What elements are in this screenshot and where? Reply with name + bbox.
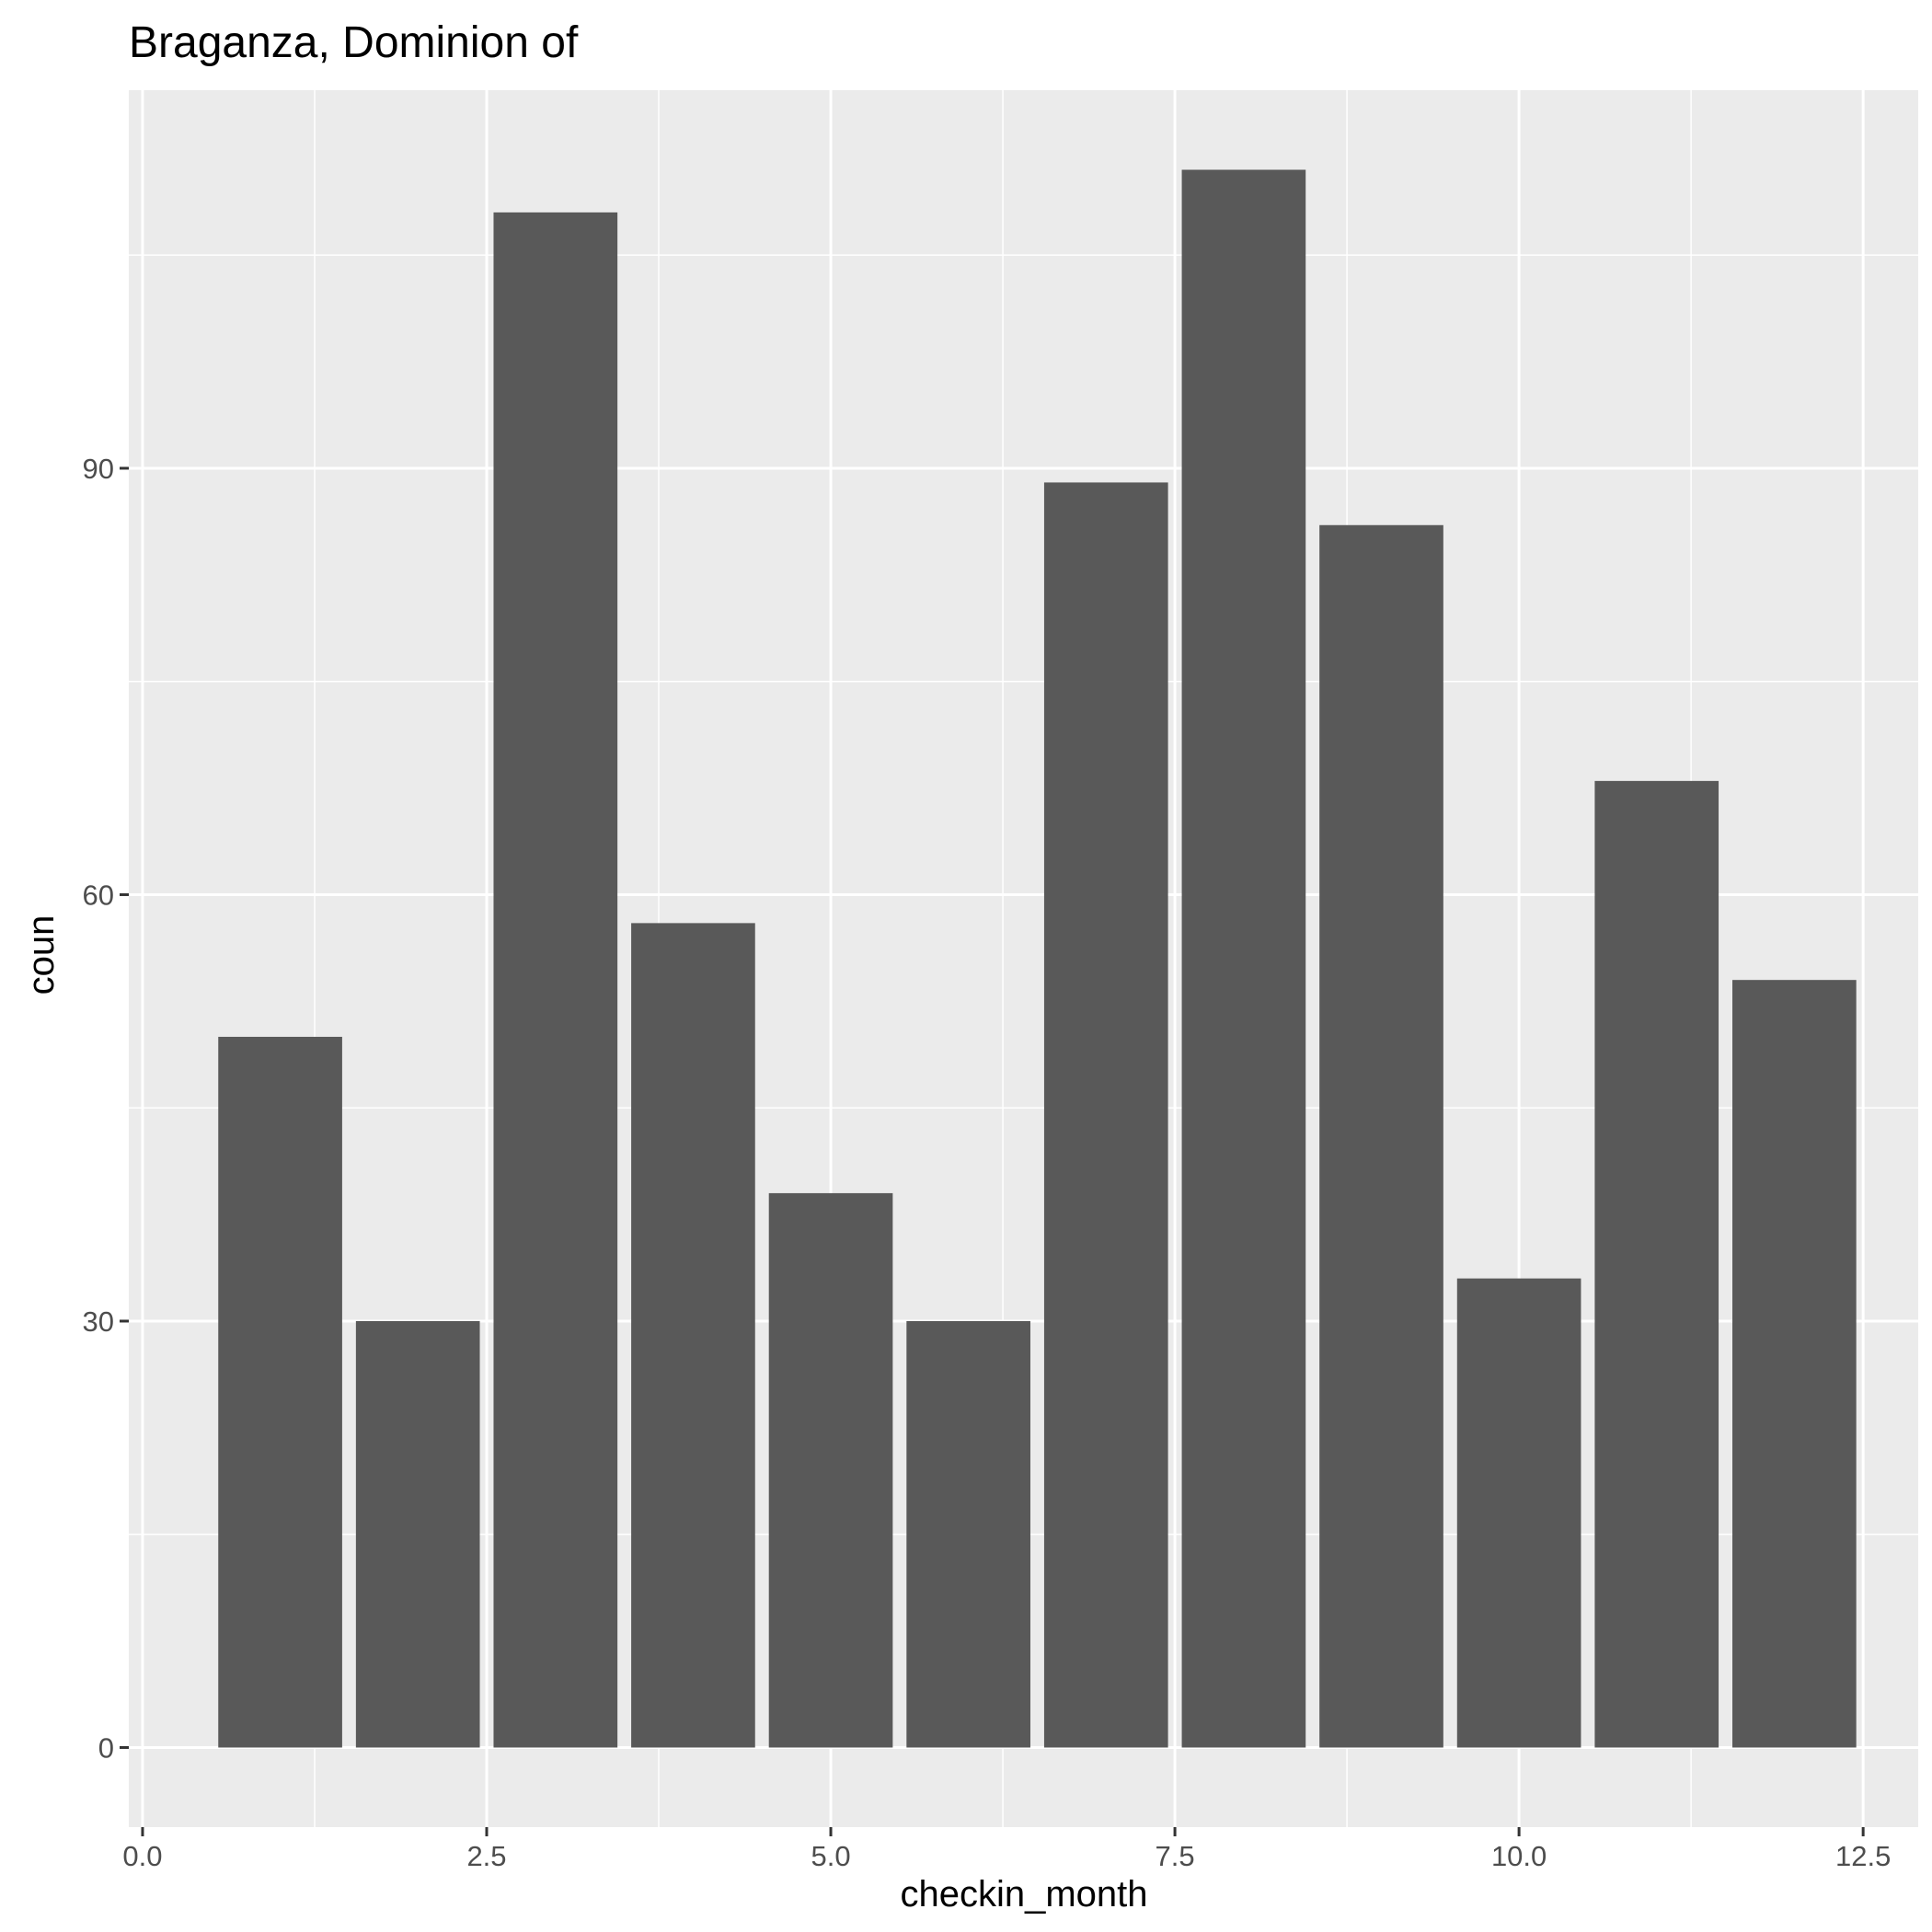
y-tick-label: 0 xyxy=(98,1731,114,1764)
bar xyxy=(631,923,755,1748)
y-axis: 0 30 60 90 xyxy=(83,453,129,1764)
chart-title: Braganza, Dominion of xyxy=(129,18,579,67)
y-tick-label: 60 xyxy=(83,879,114,911)
bar xyxy=(1043,482,1168,1748)
x-tick-label: 10.0 xyxy=(1491,1840,1547,1872)
bar xyxy=(355,1320,480,1748)
y-tick-label: 30 xyxy=(83,1305,114,1338)
bar xyxy=(1319,524,1443,1748)
x-tick-label: 2.5 xyxy=(466,1840,506,1872)
y-tick-label: 90 xyxy=(83,453,114,485)
x-tick-label: 0.0 xyxy=(122,1840,162,1872)
x-axis-label: checkin_month xyxy=(900,1874,1147,1915)
bar xyxy=(906,1320,1030,1748)
x-tick-label: 7.5 xyxy=(1156,1840,1195,1872)
bar xyxy=(218,1036,342,1748)
x-tick-label: 5.0 xyxy=(811,1840,850,1872)
bar xyxy=(1181,169,1306,1748)
x-tick-label: 12.5 xyxy=(1835,1840,1891,1872)
x-axis: 0.0 2.5 5.0 7.5 10.0 12.5 xyxy=(122,1827,1891,1872)
bar xyxy=(1594,780,1719,1748)
bars xyxy=(218,169,1857,1748)
bar xyxy=(1456,1278,1581,1748)
bar xyxy=(768,1192,893,1748)
bar xyxy=(493,212,618,1748)
y-axis-label: coun xyxy=(21,915,62,995)
bar xyxy=(1732,980,1857,1748)
